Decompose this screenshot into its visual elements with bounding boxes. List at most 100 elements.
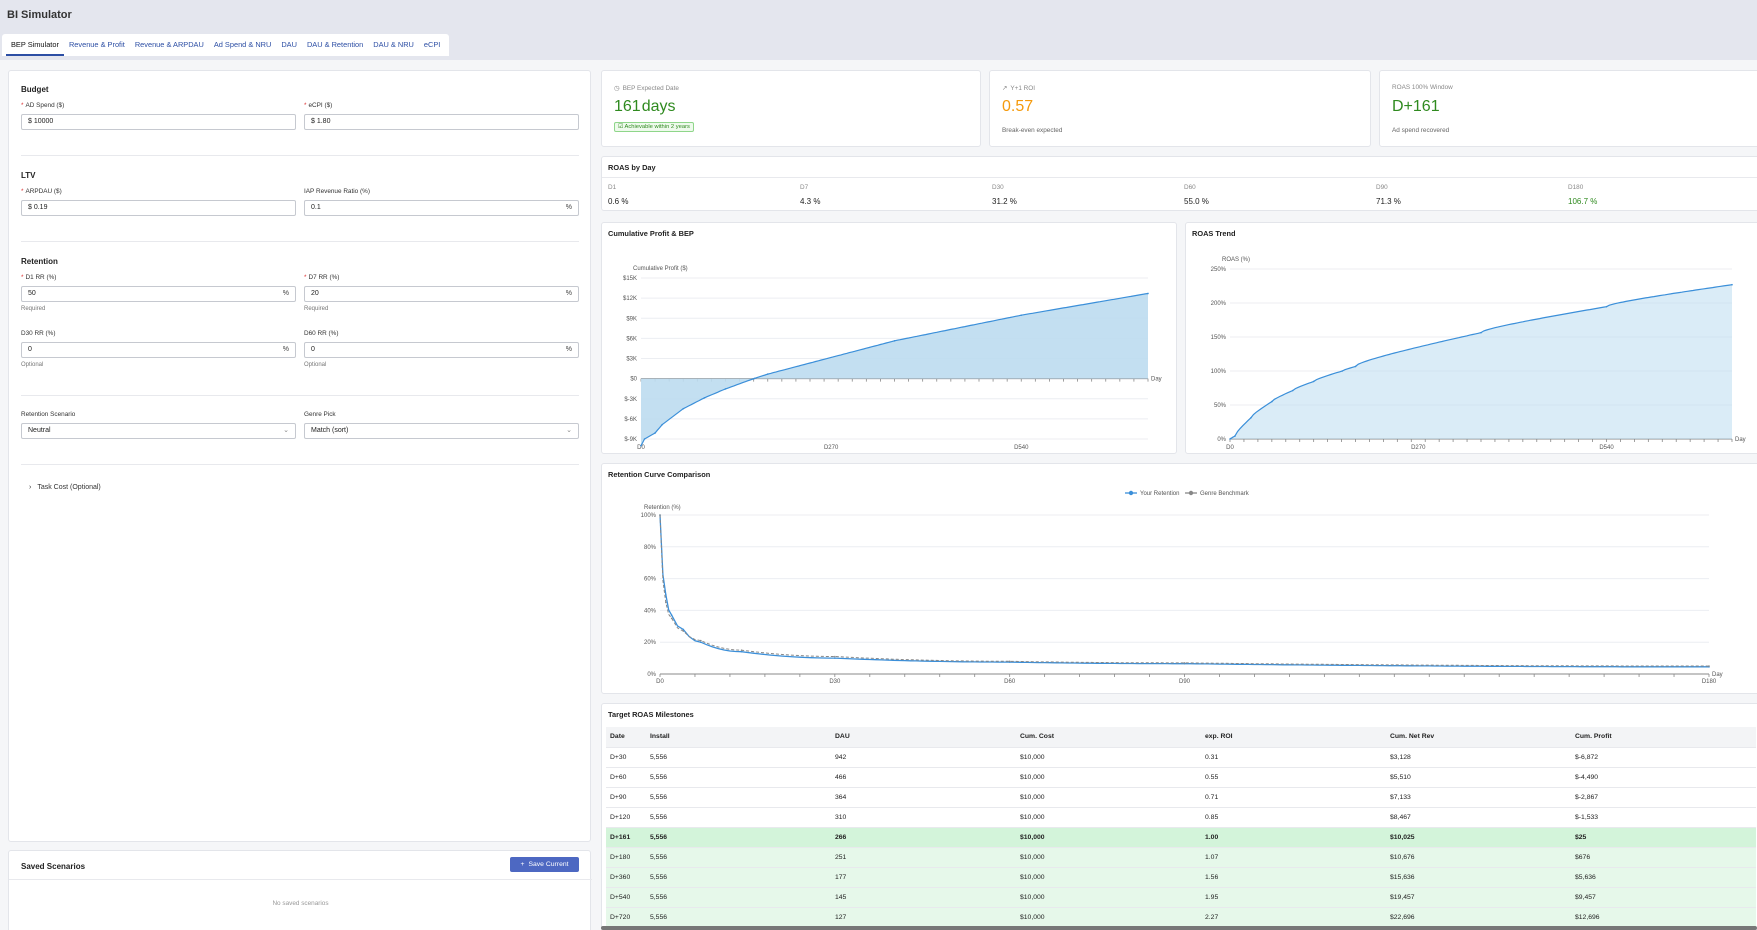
task-cost-toggle[interactable]: › Task Cost (Optional) [29, 484, 101, 491]
table-cell: D+360 [606, 866, 646, 887]
genre-select[interactable]: Match (sort) ⌄ [304, 423, 579, 439]
arpdau-input[interactable]: $ 0.19 [21, 200, 296, 216]
data-point [654, 432, 656, 434]
area-fill [1230, 284, 1732, 439]
y-tick-label: $15K [623, 276, 637, 282]
table-cell: $10,000 [1016, 746, 1201, 767]
ecpi-label: * eCPI ($) [304, 102, 333, 109]
horizontal-scrollbar[interactable] [601, 926, 1757, 930]
column-header[interactable]: exp. ROI [1201, 727, 1386, 747]
d30-optional-hint: Optional [21, 362, 44, 368]
tab-dau-nru[interactable]: DAU & NRU [373, 40, 414, 49]
roas-trend-title: ROAS Trend [1192, 229, 1236, 238]
roas-trend-chart: ROAS (%) 250% 200% 150% 100% 50% 0% Day D0 D270 D5… [1211, 257, 1746, 451]
y-tick-label: $9K [626, 316, 637, 322]
y-tick-label: 20% [644, 640, 657, 646]
table-cell: 1.95 [1201, 886, 1386, 907]
data-point [1147, 292, 1149, 295]
data-point [740, 650, 743, 653]
data-point [1020, 314, 1023, 316]
tab-dau-retention[interactable]: DAU & Retention [306, 40, 364, 49]
y-tick-label: $6K [626, 336, 637, 342]
table-cell: 0.85 [1201, 806, 1386, 827]
d60-rr-input[interactable]: 0% [304, 342, 579, 358]
retention-curve-chart: Retention (%) 100% 80% 60% 40% 20% 0% Day D0 D30 D… [641, 490, 1723, 685]
table-cell: $5,510 [1386, 766, 1571, 787]
y-tick-label: $3K [626, 357, 637, 363]
tab-revenue-profit[interactable]: Revenue & Profit [68, 40, 125, 49]
data-point [699, 639, 702, 642]
y-axis-label: ROAS (%) [1222, 257, 1250, 263]
iap-ratio-input[interactable]: 0.1% [304, 200, 579, 216]
table-cell: $25 [1571, 826, 1756, 847]
roas-day-label: D1 [608, 184, 617, 191]
table-cell: $10,025 [1386, 826, 1571, 847]
roi-card: ↗ Y+1 ROI 0.57 Break-even expected [989, 70, 1371, 147]
scenario-select[interactable]: Neutral ⌄ [21, 423, 296, 439]
data-point [682, 628, 685, 631]
column-header[interactable]: Date [606, 727, 646, 747]
tab-dau[interactable]: DAU [281, 40, 297, 49]
d7-rr-input[interactable]: 20% [304, 286, 579, 302]
table-cell: D+720 [606, 906, 646, 927]
column-header[interactable]: DAU [831, 727, 1016, 747]
table-cell: $-4,490 [1571, 766, 1756, 787]
data-point [893, 340, 896, 342]
divider [21, 464, 579, 465]
input-form-card: Budget * AD Spend ($) $ 10000 * eCPI ($) $… [8, 70, 591, 842]
x-tick-label: D270 [824, 445, 839, 451]
table-cell: D+60 [606, 766, 646, 787]
table-cell: $10,000 [1016, 826, 1201, 847]
x-tick-label: D60 [1004, 679, 1016, 685]
roi-value: 0.57 [1002, 98, 1034, 115]
saved-scenarios-card: Saved Scenarios No saved scenarios [8, 850, 592, 930]
table-row: D+90 5,556 364 $10,000 0.71 $7,133 $-2,867 [606, 786, 1756, 807]
table-row: D+180 5,556 251 $10,000 1.07 $10,676 $676 [606, 846, 1756, 867]
column-header[interactable]: Cum. Cost [1016, 727, 1201, 747]
y-tick-label: $12K [623, 296, 637, 302]
tab-ecpi[interactable]: eCPI [423, 40, 441, 49]
roas-day-value: 0.6 % [608, 197, 629, 206]
roas-day-label: D180 [1568, 184, 1584, 191]
saved-scenarios-title: Saved Scenarios [21, 862, 86, 871]
x-axis-label: Day [1712, 672, 1723, 678]
tab-ad-spend-nru[interactable]: Ad Spend & NRU [213, 40, 272, 49]
data-point [834, 655, 836, 658]
data-point [1271, 400, 1273, 403]
chevron-down-icon: ⌄ [283, 427, 289, 434]
d1-rr-input[interactable]: 50% [21, 286, 296, 302]
table-cell: $10,000 [1016, 846, 1201, 867]
plus-icon: + [520, 861, 525, 868]
save-current-button[interactable]: + Save Current [510, 857, 579, 872]
column-header[interactable]: Cum. Net Rev [1386, 727, 1571, 747]
table-cell: 5,556 [646, 806, 831, 827]
table-cell: $-1,533 [1571, 806, 1756, 827]
roas-day-value: 106.7 % [1568, 197, 1598, 206]
table-cell: $3,128 [1386, 746, 1571, 767]
y-tick-label: 0% [1217, 437, 1226, 443]
roas-window-label: ROAS 100% Window [1392, 84, 1453, 91]
table-cell: $9,457 [1571, 886, 1756, 907]
x-tick-label: D0 [637, 445, 645, 451]
d30-rr-input[interactable]: 0% [21, 342, 296, 358]
column-header[interactable]: Cum. Profit [1571, 727, 1756, 747]
milestones-title: Target ROAS Milestones [608, 710, 694, 719]
ad-spend-input[interactable]: $ 10000 [21, 114, 296, 130]
divider [21, 155, 579, 156]
y-tick-label: 200% [1211, 301, 1227, 307]
table-cell: 0.31 [1201, 746, 1386, 767]
tab-bep-simulator[interactable]: BEP Simulator [6, 34, 64, 56]
table-cell: D+540 [606, 886, 646, 907]
tab-revenue-arpdau[interactable]: Revenue & ARPDAU [134, 40, 204, 49]
table-cell: D+161 [606, 826, 646, 847]
table-cell: $5,636 [1571, 866, 1756, 887]
table-cell: $-2,867 [1571, 786, 1756, 807]
table-cell: 5,556 [646, 766, 831, 787]
data-point [703, 397, 706, 399]
y-tick-label: 40% [644, 608, 657, 614]
data-point [724, 388, 727, 390]
column-header[interactable]: Install [646, 727, 831, 747]
iap-ratio-label: IAP Revenue Ratio (%) [304, 188, 370, 195]
ecpi-input[interactable]: $ 1.80 [304, 114, 579, 130]
retention-curve-title: Retention Curve Comparison [608, 470, 711, 479]
